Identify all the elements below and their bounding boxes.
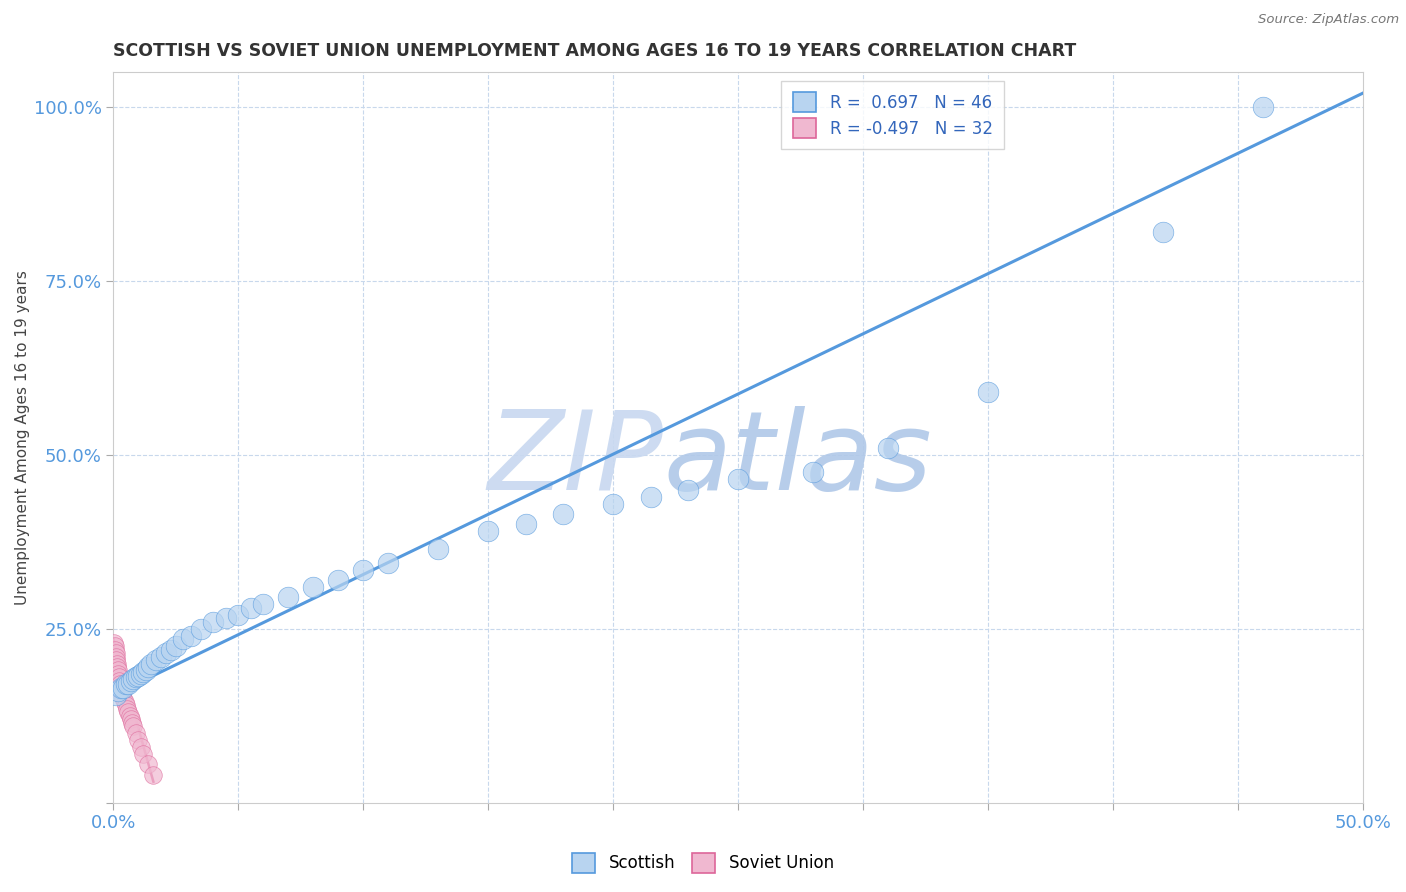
Text: Source: ZipAtlas.com: Source: ZipAtlas.com [1258,13,1399,27]
Point [132,665,155,679]
Point [127,669,149,683]
Point [107,660,129,674]
Point [104,642,127,657]
Point [112,691,135,706]
Legend: R =  0.697   N = 46, R = -0.497   N = 32: R = 0.697 N = 46, R = -0.497 N = 32 [782,81,1004,149]
Point [104,639,127,653]
Point [302,580,325,594]
Point [108,670,131,684]
Point [239,600,262,615]
Point [110,681,132,695]
Point [155,646,177,660]
Point [125,670,148,684]
Point [110,682,132,697]
Point [228,607,250,622]
Point [120,673,142,688]
Legend: Scottish, Soviet Union: Scottish, Soviet Union [565,847,841,880]
Point [202,615,225,629]
Point [427,541,450,556]
Point [477,524,499,539]
Point [120,712,142,726]
Point [110,686,132,700]
Point [112,681,135,695]
Point [104,688,127,702]
Point [180,629,202,643]
Point [135,664,157,678]
Point [876,441,898,455]
Point [801,465,824,479]
Point [252,598,274,612]
Point [352,563,374,577]
Point [105,653,128,667]
Point [107,664,129,678]
Y-axis label: Unemployment Among Ages 16 to 19 years: Unemployment Among Ages 16 to 19 years [15,270,30,605]
Point [165,639,187,653]
Point [1251,100,1274,114]
Point [190,622,212,636]
Point [602,497,624,511]
Point [115,677,138,691]
Text: SCOTTISH VS SOVIET UNION UNEMPLOYMENT AMONG AGES 16 TO 19 YEARS CORRELATION CHAR: SCOTTISH VS SOVIET UNION UNEMPLOYMENT AM… [114,42,1077,60]
Point [142,768,165,782]
Point [117,705,139,719]
Point [115,702,138,716]
Point [515,517,537,532]
Point [1152,226,1174,240]
Point [377,556,399,570]
Point [145,653,167,667]
Point [104,649,127,664]
Point [640,490,662,504]
Text: ZIP: ZIP [486,406,664,513]
Point [117,677,139,691]
Point [111,688,134,702]
Point [149,649,172,664]
Point [107,667,129,681]
Point [553,507,575,521]
Point [160,642,183,657]
Point [172,632,194,647]
Point [139,657,162,671]
Point [122,672,145,686]
Point [125,726,148,740]
Point [727,472,749,486]
Point [138,757,160,772]
Point [114,695,136,709]
Point [129,739,152,754]
Point [107,684,129,698]
Point [129,667,152,681]
Point [138,660,160,674]
Point [121,715,143,730]
Point [108,673,131,688]
Point [676,483,699,497]
Point [127,733,149,747]
Point [122,719,145,733]
Point [103,635,125,649]
Point [215,611,238,625]
Point [277,591,299,605]
Point [108,677,131,691]
Point [115,698,138,713]
Text: atlas: atlas [664,406,932,513]
Point [110,681,132,695]
Point [105,657,128,671]
Point [977,385,1000,400]
Point [328,573,350,587]
Point [132,747,155,761]
Point [104,646,127,660]
Point [118,708,141,723]
